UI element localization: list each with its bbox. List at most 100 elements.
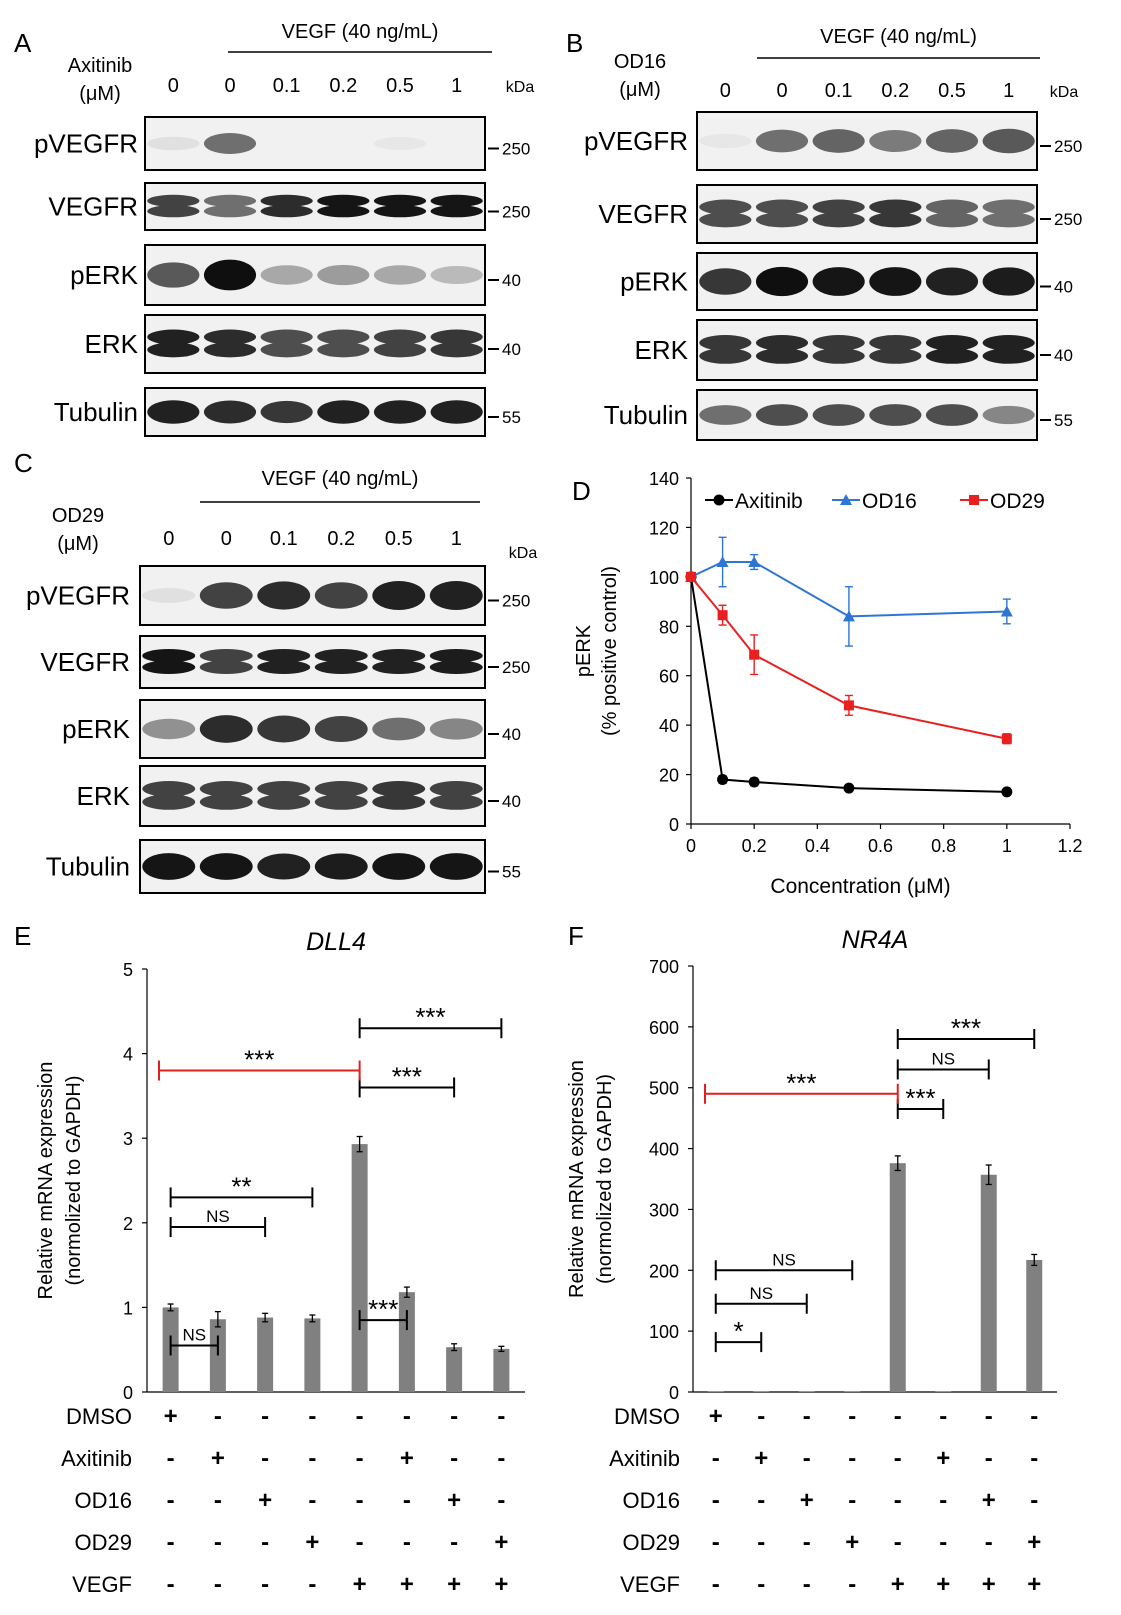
lane-concentration-label: 0.1 bbox=[273, 75, 301, 97]
bar bbox=[798, 1391, 815, 1392]
legend-marker bbox=[969, 495, 979, 505]
blot-band bbox=[430, 342, 483, 358]
blot-band bbox=[147, 194, 200, 207]
legend-marker bbox=[840, 494, 852, 505]
condition-sign: - bbox=[356, 1403, 364, 1430]
condition-row-label: VEGF bbox=[620, 1572, 680, 1597]
condition-sign: + bbox=[400, 1445, 414, 1472]
blot-band bbox=[429, 794, 483, 810]
blot-band bbox=[317, 264, 370, 286]
blot-band bbox=[317, 205, 370, 218]
x-tick-label: 0.6 bbox=[868, 836, 893, 856]
x-axis-label: Concentration (μM) bbox=[770, 875, 950, 898]
blot-band bbox=[317, 342, 370, 358]
condition-sign: - bbox=[757, 1529, 765, 1556]
data-point bbox=[842, 610, 855, 622]
y-axis-label: (% positive control) bbox=[599, 566, 621, 736]
blot-band bbox=[429, 660, 483, 674]
blot-row-label: VEGFR bbox=[48, 192, 138, 222]
blot-row-label: pVEGFR bbox=[34, 129, 138, 159]
blot-band bbox=[147, 342, 200, 358]
y-tick-label: 600 bbox=[649, 1018, 679, 1038]
condition-row-label: OD16 bbox=[75, 1488, 132, 1513]
blot-band bbox=[755, 335, 809, 351]
blot-band bbox=[812, 267, 865, 296]
mw-label: 40 bbox=[502, 271, 521, 290]
condition-sign: - bbox=[803, 1445, 811, 1472]
condition-sign: - bbox=[803, 1403, 811, 1430]
condition-sign: - bbox=[803, 1571, 811, 1598]
y-tick-label: 300 bbox=[649, 1200, 679, 1220]
blot-band bbox=[199, 660, 253, 674]
condition-sign: - bbox=[712, 1529, 720, 1556]
blot-band bbox=[203, 400, 257, 424]
panel-letter-d: D bbox=[572, 476, 591, 506]
blot-membrane bbox=[696, 252, 1038, 311]
bar bbox=[889, 1163, 906, 1392]
blot-band bbox=[142, 649, 196, 663]
condition-sign: - bbox=[848, 1445, 856, 1472]
lane-concentration-label: 1 bbox=[1003, 80, 1014, 102]
blot-band bbox=[372, 649, 426, 663]
condition-sign: - bbox=[939, 1403, 947, 1430]
blot-band bbox=[373, 400, 427, 424]
blot-band bbox=[373, 265, 427, 285]
blot-band bbox=[314, 715, 368, 743]
bar bbox=[257, 1317, 274, 1392]
blot-band bbox=[142, 794, 196, 810]
drug-unit-label: (μM) bbox=[57, 533, 99, 555]
condition-sign: - bbox=[497, 1403, 505, 1430]
blot-band bbox=[257, 660, 311, 674]
significance-label: *** bbox=[415, 1002, 445, 1032]
condition-row-label: Axitinib bbox=[609, 1446, 680, 1471]
blot-band bbox=[203, 259, 257, 291]
blot-band bbox=[142, 588, 196, 603]
condition-sign: + bbox=[1027, 1571, 1041, 1598]
blot-band bbox=[147, 329, 200, 345]
mw-label: 40 bbox=[502, 340, 521, 359]
chart-title: NR4A bbox=[842, 926, 909, 954]
blot-band bbox=[372, 853, 426, 880]
blot-membrane bbox=[144, 387, 486, 437]
blot-band bbox=[260, 194, 313, 207]
blot-band bbox=[755, 212, 809, 228]
blot-band bbox=[317, 329, 370, 345]
bar bbox=[446, 1347, 463, 1392]
data-point bbox=[717, 774, 729, 786]
blot-band bbox=[257, 649, 311, 663]
blot-band bbox=[430, 400, 483, 424]
condition-sign: - bbox=[308, 1487, 316, 1514]
legend-label: Axitinib bbox=[735, 490, 803, 513]
lane-concentration-label: 1 bbox=[451, 528, 462, 550]
condition-sign: - bbox=[848, 1571, 856, 1598]
blot-band bbox=[142, 660, 196, 674]
blot-band bbox=[812, 404, 865, 426]
condition-sign: + bbox=[982, 1571, 996, 1598]
blot-band bbox=[755, 404, 809, 426]
condition-sign: - bbox=[261, 1445, 269, 1472]
blot-band bbox=[982, 199, 1035, 215]
significance-label: *** bbox=[905, 1083, 935, 1113]
blot-band bbox=[812, 348, 865, 364]
data-point bbox=[843, 782, 855, 794]
blot-band bbox=[699, 405, 752, 425]
blot-row-label: pVEGFR bbox=[584, 126, 688, 156]
y-tick-label: 2 bbox=[123, 1214, 133, 1234]
blot-band bbox=[755, 348, 809, 364]
blot-band bbox=[429, 781, 483, 797]
blot-band bbox=[260, 400, 313, 424]
lane-concentration-label: 0.1 bbox=[825, 80, 853, 102]
y-tick-label: 400 bbox=[649, 1140, 679, 1160]
blot-band bbox=[372, 660, 426, 674]
y-tick-label: 700 bbox=[649, 957, 679, 977]
blot-band bbox=[373, 342, 427, 358]
kda-label: kDa bbox=[1050, 84, 1079, 101]
condition-sign: - bbox=[261, 1529, 269, 1556]
blot-band bbox=[314, 794, 368, 810]
data-point bbox=[716, 556, 729, 568]
blot-membrane bbox=[139, 565, 486, 626]
y-tick-label: 60 bbox=[659, 667, 679, 687]
blot-band bbox=[982, 335, 1035, 351]
blot-band bbox=[142, 853, 196, 880]
significance-label: ** bbox=[231, 1171, 251, 1201]
